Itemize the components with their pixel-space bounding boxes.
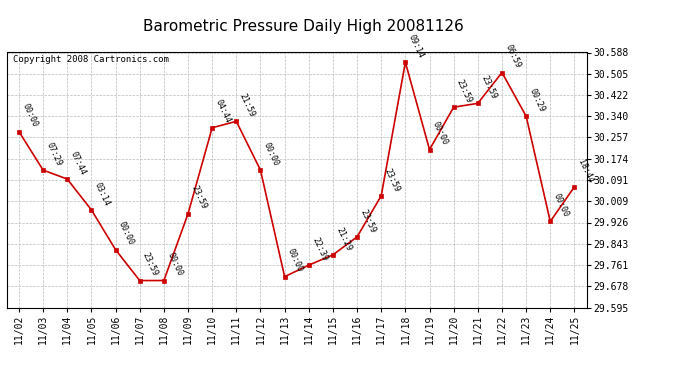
Text: 21:29: 21:29 — [335, 226, 353, 252]
Text: 03:14: 03:14 — [93, 181, 112, 207]
Text: Copyright 2008 Cartronics.com: Copyright 2008 Cartronics.com — [12, 55, 168, 64]
Text: 00:00: 00:00 — [21, 102, 39, 129]
Text: 00:00: 00:00 — [431, 120, 450, 147]
Text: 23:59: 23:59 — [359, 208, 377, 234]
Text: 09:14: 09:14 — [407, 33, 426, 60]
Text: 00:00: 00:00 — [262, 141, 281, 167]
Text: 00:00: 00:00 — [117, 220, 136, 247]
Text: Barometric Pressure Daily High 20081126: Barometric Pressure Daily High 20081126 — [144, 19, 464, 34]
Text: 23:59: 23:59 — [383, 166, 402, 193]
Text: 06:59: 06:59 — [504, 43, 522, 70]
Text: 23:59: 23:59 — [480, 74, 498, 100]
Text: 22:39: 22:39 — [310, 236, 329, 262]
Text: 00:00: 00:00 — [552, 192, 571, 219]
Text: 23:59: 23:59 — [455, 78, 474, 104]
Text: 18:44: 18:44 — [576, 158, 595, 184]
Text: 23:59: 23:59 — [190, 184, 208, 211]
Text: 23:59: 23:59 — [141, 251, 160, 278]
Text: 00:29: 00:29 — [528, 87, 546, 113]
Text: 21:59: 21:59 — [238, 92, 257, 118]
Text: 00:00: 00:00 — [286, 248, 305, 274]
Text: 07:29: 07:29 — [45, 141, 63, 167]
Text: 04:44: 04:44 — [214, 99, 233, 125]
Text: 00:00: 00:00 — [166, 251, 184, 278]
Text: 07:44: 07:44 — [69, 150, 88, 176]
